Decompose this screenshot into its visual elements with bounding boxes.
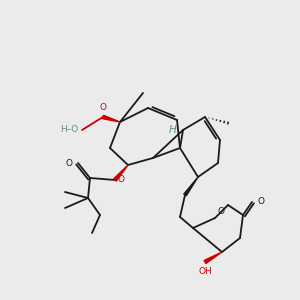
Text: H–O: H–O (60, 125, 78, 134)
Text: O: O (217, 207, 224, 216)
Text: OH: OH (198, 267, 212, 276)
Polygon shape (204, 252, 222, 263)
Polygon shape (184, 177, 198, 196)
Text: H: H (169, 125, 177, 135)
Text: O: O (257, 197, 264, 206)
Text: O: O (66, 158, 73, 167)
Polygon shape (114, 165, 128, 181)
Text: O: O (100, 103, 106, 112)
Text: O: O (118, 176, 125, 184)
Polygon shape (103, 115, 120, 122)
